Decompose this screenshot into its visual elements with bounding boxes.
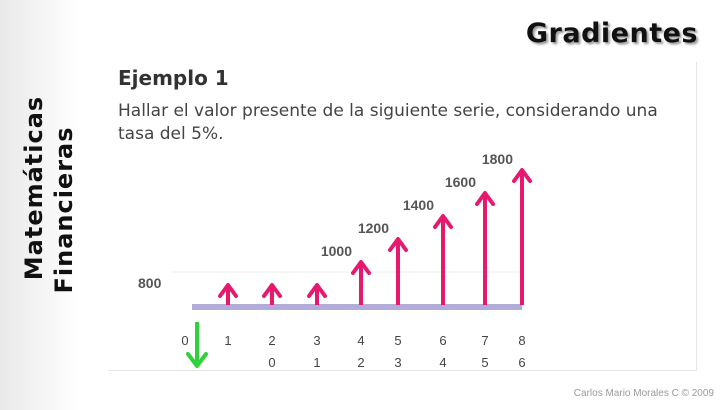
example-title: Ejemplo 1 bbox=[118, 66, 229, 90]
period-tick-row2-2: 2 bbox=[357, 355, 364, 370]
sidebar bbox=[0, 0, 80, 410]
period-tick-row2-3: 3 bbox=[394, 355, 401, 370]
cash-flow-arrow-6 bbox=[433, 214, 453, 305]
page-title: Gradientes bbox=[525, 18, 698, 49]
period-tick-row2-4: 4 bbox=[439, 355, 446, 370]
cash-flow-arrow-1 bbox=[218, 283, 238, 305]
period-tick-3: 3 bbox=[313, 333, 320, 348]
period-tick-5: 5 bbox=[394, 333, 401, 348]
example-text: Hallar el valor presente de la siguiente… bbox=[118, 101, 658, 144]
period-tick-row2-5: 5 bbox=[481, 355, 488, 370]
present-value-arrow bbox=[186, 322, 208, 368]
period-tick-row2-0: 0 bbox=[268, 355, 275, 370]
base-value-label: 800 bbox=[138, 275, 162, 291]
cash-flow-arrow-4 bbox=[351, 260, 371, 305]
cash-flow-arrow-7 bbox=[475, 191, 495, 305]
sidebar-title: Matemáticas Financieras bbox=[0, 0, 80, 410]
period-tick-2: 2 bbox=[268, 333, 275, 348]
period-tick-row2-1: 1 bbox=[313, 355, 320, 370]
sidebar-line-1: Matemáticas bbox=[20, 96, 48, 280]
cash-flow-arrow-3 bbox=[307, 283, 327, 305]
flow-value-label-7: 1600 bbox=[445, 174, 476, 190]
period-tick-6: 6 bbox=[439, 333, 446, 348]
timeline-bar bbox=[192, 304, 522, 310]
footer-credit: Carlos Mario Morales C © 2009 bbox=[573, 388, 714, 399]
flow-value-label-6: 1400 bbox=[403, 197, 434, 213]
content-panel bbox=[108, 62, 697, 371]
period-tick-4: 4 bbox=[357, 333, 364, 348]
period-tick-0: 0 bbox=[181, 333, 188, 348]
flow-value-label-4: 1000 bbox=[321, 243, 352, 259]
cash-flow-arrow-5 bbox=[388, 237, 408, 305]
cash-flow-arrow-8 bbox=[512, 168, 532, 305]
sidebar-line-2: Financieras bbox=[50, 126, 78, 293]
period-tick-7: 7 bbox=[481, 333, 488, 348]
period-tick-8: 8 bbox=[518, 333, 525, 348]
cash-flow-arrow-2 bbox=[262, 283, 282, 305]
period-tick-1: 1 bbox=[224, 333, 231, 348]
period-tick-row2-6: 6 bbox=[518, 355, 525, 370]
flow-value-label-5: 1200 bbox=[358, 220, 389, 236]
flow-value-label-8: 1800 bbox=[482, 151, 513, 167]
